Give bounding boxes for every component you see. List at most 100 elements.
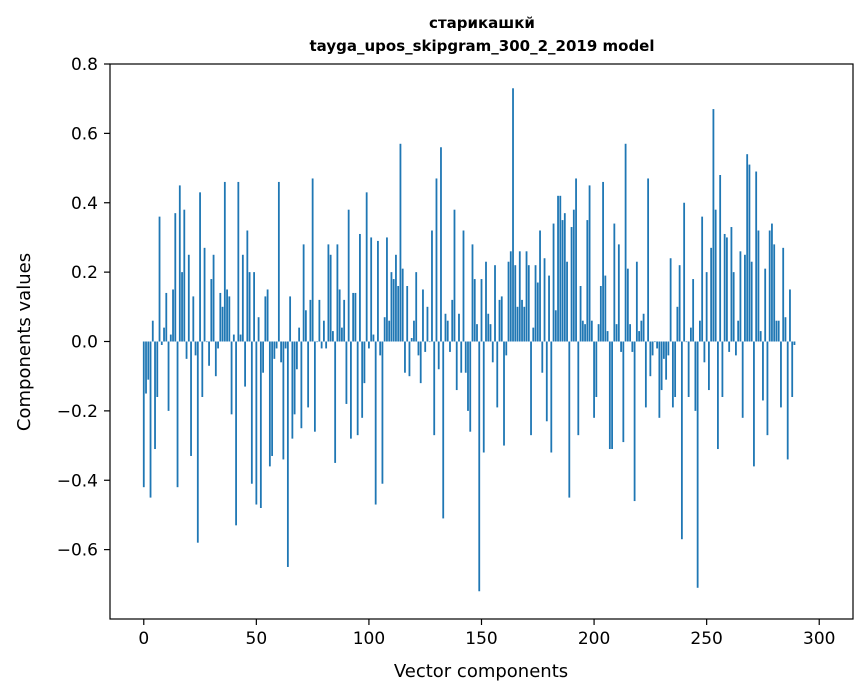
bar xyxy=(669,258,672,342)
bar xyxy=(262,341,264,373)
bar xyxy=(336,244,339,342)
bar xyxy=(714,209,717,342)
bar xyxy=(253,272,255,342)
bar xyxy=(494,265,496,342)
bar xyxy=(593,341,595,418)
bar xyxy=(399,143,402,342)
bar xyxy=(568,341,571,498)
bar xyxy=(696,341,699,588)
bar xyxy=(307,341,310,408)
bar xyxy=(167,341,170,411)
bar xyxy=(563,213,566,342)
bar xyxy=(719,175,722,342)
y-axis-label: Components values xyxy=(14,253,35,431)
bar xyxy=(674,341,677,397)
bar xyxy=(183,209,186,342)
bar xyxy=(762,341,764,401)
bar xyxy=(154,341,156,450)
bar xyxy=(692,279,695,342)
bar xyxy=(586,220,589,342)
bar xyxy=(363,341,366,384)
bar xyxy=(273,341,276,359)
bar xyxy=(780,341,782,408)
bar xyxy=(575,178,577,342)
y-tick-label: 0.8 xyxy=(71,55,98,75)
bar xyxy=(536,282,539,342)
bar xyxy=(791,341,794,397)
bar xyxy=(757,230,760,342)
bar xyxy=(541,341,544,373)
bar xyxy=(453,209,456,342)
bar xyxy=(250,341,253,484)
bar xyxy=(753,341,755,467)
bar xyxy=(608,341,611,450)
bar xyxy=(577,341,580,436)
bar xyxy=(561,220,564,342)
bar xyxy=(426,306,429,342)
bar xyxy=(280,341,283,363)
bar xyxy=(282,341,285,460)
bar xyxy=(320,341,323,349)
bar xyxy=(726,237,728,342)
bar xyxy=(219,292,222,342)
chart-title-line2: tayga_upos_skipgram_300_2_2019 model xyxy=(310,37,655,55)
bar xyxy=(176,341,179,488)
bar xyxy=(190,341,192,456)
bar xyxy=(685,341,688,343)
bar xyxy=(480,279,483,342)
bar xyxy=(489,324,492,342)
bar xyxy=(793,341,796,345)
bar xyxy=(419,341,422,384)
bar xyxy=(775,320,778,342)
bar xyxy=(226,289,228,342)
bar xyxy=(455,341,458,391)
bar xyxy=(527,265,530,342)
bar xyxy=(388,320,391,342)
bar xyxy=(478,341,481,592)
bar xyxy=(352,292,355,342)
bar xyxy=(721,341,724,397)
y-tick-label: 0.0 xyxy=(71,333,98,353)
bar xyxy=(341,327,343,342)
bar xyxy=(449,341,451,352)
bar xyxy=(361,341,364,418)
bar xyxy=(487,313,490,342)
bar xyxy=(554,310,557,342)
bar xyxy=(257,317,260,342)
bar xyxy=(766,341,769,436)
bar xyxy=(343,299,346,342)
bar xyxy=(597,324,600,342)
bar xyxy=(505,341,508,356)
bar xyxy=(435,178,438,342)
bar xyxy=(624,143,627,342)
x-tick-label: 300 xyxy=(803,629,835,649)
bar xyxy=(451,299,454,342)
bar xyxy=(755,171,758,342)
bar xyxy=(214,341,217,377)
bar xyxy=(246,230,249,342)
bar xyxy=(694,341,697,411)
bar xyxy=(275,341,278,349)
bar xyxy=(444,313,447,342)
y-tick-label: 0.6 xyxy=(71,124,98,144)
bar xyxy=(476,324,478,342)
bar xyxy=(552,223,555,342)
bar xyxy=(579,286,582,342)
bar xyxy=(662,341,665,359)
bar xyxy=(442,341,445,519)
bar xyxy=(545,341,548,422)
bar xyxy=(410,338,413,342)
bar xyxy=(228,296,231,342)
bar xyxy=(408,341,411,377)
bar xyxy=(325,341,328,349)
bar xyxy=(302,244,305,342)
bar xyxy=(717,341,719,450)
x-tick-label: 50 xyxy=(246,629,268,649)
bar xyxy=(507,261,510,342)
bar xyxy=(665,341,668,380)
bar xyxy=(415,272,418,342)
bar xyxy=(221,306,224,342)
bar xyxy=(178,185,181,342)
bar xyxy=(329,254,332,342)
